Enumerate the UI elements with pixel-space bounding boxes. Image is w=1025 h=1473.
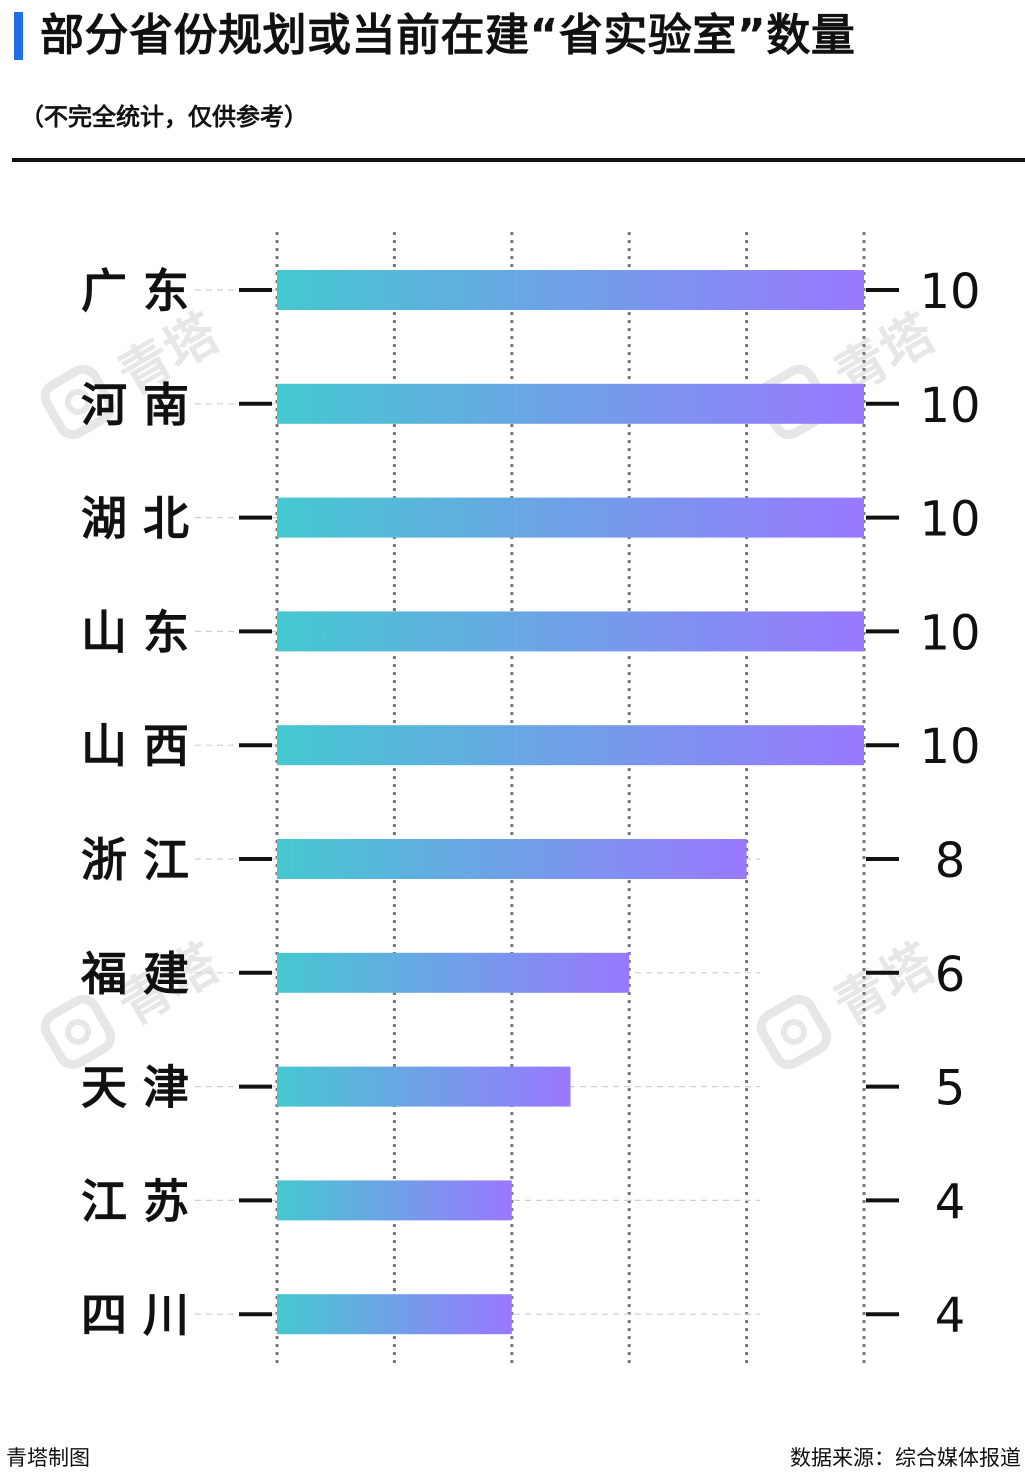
chart-subtitle: （不完全统计，仅供参考） — [20, 103, 308, 131]
category-label: 河 南 — [81, 378, 189, 432]
category-label: 天 津 — [81, 1061, 189, 1115]
value-label: 10 — [919, 719, 980, 775]
category-label: 湖 北 — [81, 492, 189, 546]
bar — [277, 1294, 512, 1335]
bar — [277, 383, 864, 424]
category-label: 江 苏 — [81, 1174, 189, 1228]
value-label: 6 — [935, 947, 966, 1003]
bar — [277, 952, 630, 993]
chart-title: 部分省份规划或当前在建“省实验室”数量 — [40, 10, 856, 61]
value-label: 10 — [919, 378, 980, 434]
value-label: 5 — [935, 1061, 966, 1117]
category-label: 山 西 — [81, 719, 189, 773]
value-label: 10 — [919, 605, 980, 661]
category-label: 浙 江 — [81, 833, 189, 887]
bar — [277, 497, 864, 538]
value-label: 10 — [919, 264, 980, 320]
bar — [277, 1066, 571, 1107]
source-label: 数据来源：综合媒体报道 — [790, 1446, 1021, 1470]
category-label: 山 东 — [81, 605, 189, 659]
bar — [277, 611, 864, 652]
category-label: 福 建 — [80, 947, 189, 1001]
bar — [277, 270, 864, 310]
category-label: 四 川 — [81, 1288, 189, 1342]
bar — [277, 725, 864, 766]
value-label: 8 — [935, 833, 966, 889]
header-divider — [12, 158, 1025, 162]
bar — [277, 1180, 512, 1221]
value-label: 4 — [935, 1288, 966, 1344]
value-label: 10 — [919, 492, 980, 548]
category-label: 广 东 — [81, 264, 189, 318]
bar — [277, 839, 747, 879]
credit-label: 青塔制图 — [6, 1446, 90, 1470]
value-label: 4 — [935, 1174, 966, 1230]
title-accent-bar — [14, 12, 23, 60]
